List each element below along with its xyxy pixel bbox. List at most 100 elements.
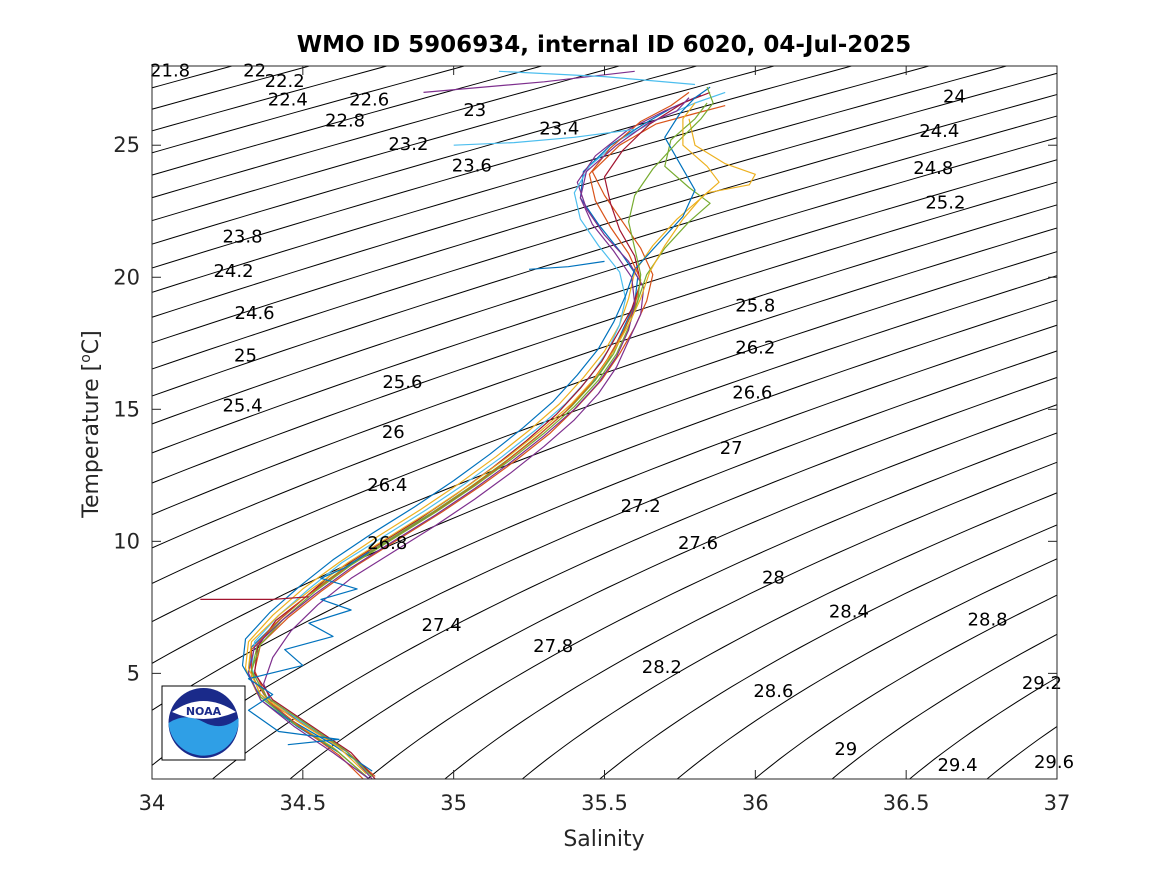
isopycnal-line <box>152 137 1057 425</box>
isopycnal-label: 24.4 <box>919 121 959 142</box>
profile-line <box>263 94 702 779</box>
isopycnal-label: 26.2 <box>735 338 775 359</box>
isopycnal-label: 26.4 <box>367 475 407 496</box>
y-tick-label: 20 <box>113 265 140 289</box>
isopycnal-label: 23.4 <box>539 118 579 139</box>
isopycnal-label: 26 <box>382 422 405 443</box>
isopycnal-label: 23.2 <box>388 134 428 155</box>
x-tick-label: 37 <box>1044 791 1071 815</box>
isopycnal-line <box>152 227 1057 549</box>
noaa-logo: NOAA <box>161 685 246 761</box>
isopycnal-line <box>152 66 1009 318</box>
isopycnal-line <box>152 324 1057 711</box>
isopycnal-label: 27 <box>720 438 743 459</box>
isopycnal-line <box>599 524 1057 779</box>
isopycnal-line <box>152 159 1057 454</box>
isopycnal-line <box>152 66 931 293</box>
axis-ticks: 34 34.5 35 35.5 36 36.5 37 5 10 15 20 25 <box>113 66 1070 815</box>
profile-line <box>498 70 696 86</box>
isopycnal-line <box>152 350 1057 766</box>
isopycnal-line <box>444 461 1057 779</box>
density-contours <box>0 40 1057 806</box>
profile-line <box>254 105 726 777</box>
profile-line <box>247 551 370 746</box>
profile-series <box>200 70 756 779</box>
y-axis-label-end: C] <box>79 330 104 354</box>
isopycnal-label: 24 <box>943 87 966 108</box>
isopycnal-label: 29 <box>834 739 857 760</box>
isopycnal-label: 27.8 <box>533 636 573 657</box>
chart-title: WMO ID 5906934, internal ID 6020, 04-Jul… <box>297 32 912 58</box>
isopycnal-line <box>152 251 1057 584</box>
isopycnal-label: 29.2 <box>1022 673 1062 694</box>
isopycnal-line <box>753 594 1057 779</box>
y-tick-label: 15 <box>113 397 140 421</box>
profile-line <box>200 596 309 601</box>
profile-line <box>250 86 714 777</box>
isopycnal-label: 25.8 <box>735 295 775 316</box>
isopycnal-label: 28 <box>762 567 785 588</box>
isopycnal-line <box>152 66 699 222</box>
x-tick-label: 35 <box>440 791 467 815</box>
isopycnal-label: 27.6 <box>678 533 718 554</box>
isopycnal-line <box>521 492 1057 779</box>
x-tick-label: 36.5 <box>883 791 930 815</box>
x-tick-label: 35.5 <box>581 791 628 815</box>
isopycnal-line <box>152 66 622 199</box>
profile-line <box>453 128 635 146</box>
isopycnal-label: 27.4 <box>422 615 462 636</box>
isopycnal-line <box>152 66 854 269</box>
isopycnal-line <box>152 72 1057 344</box>
profile-line <box>529 260 605 270</box>
isopycnal-label: 22 <box>243 60 266 81</box>
isopycnal-label: 22.8 <box>325 111 365 132</box>
isopycnal-line <box>152 299 1057 664</box>
isopycnal-label: 25 <box>234 346 257 367</box>
profile-line <box>254 91 711 779</box>
isopycnal-line <box>152 115 1057 397</box>
profile-line <box>244 118 756 775</box>
isopycnal-label: 28.8 <box>968 610 1008 631</box>
isopycnal-label: 26.6 <box>732 383 772 404</box>
plot-area <box>152 66 1057 779</box>
x-tick-label: 34.5 <box>279 791 326 815</box>
isopycnal-label: 28.2 <box>642 657 682 678</box>
isopycnal-label: 22.2 <box>265 71 305 92</box>
isopycnal-label: 26.8 <box>367 533 407 554</box>
isopycnal-label: 25.6 <box>382 372 422 393</box>
y-axis-label: Temperature [oC] <box>78 330 104 518</box>
isopycnal-label: 23.8 <box>222 227 262 248</box>
noaa-logo-text: NOAA <box>186 705 222 718</box>
isopycnal-label: 23 <box>463 100 486 121</box>
y-tick-label: 10 <box>113 529 140 553</box>
isopycnal-label: 21.8 <box>150 60 190 81</box>
isopycnal-label: 25.4 <box>222 396 262 417</box>
isopycnal-line <box>152 66 776 245</box>
isopycnal-label: 24.2 <box>213 261 253 282</box>
isopycnal-line <box>289 404 1057 779</box>
isopycnal-label: 25.2 <box>925 192 965 213</box>
profile-line <box>247 97 690 779</box>
isopycnal-label: 27.2 <box>621 496 661 517</box>
isopycnal-label: 29.4 <box>937 755 977 776</box>
isopycnal-label: 28.6 <box>753 681 793 702</box>
isopycnal-line <box>831 633 1057 779</box>
isopycnal-line <box>152 94 1057 370</box>
y-tick-label: 25 <box>113 133 140 157</box>
y-tick-label: 5 <box>127 661 140 685</box>
x-axis-label: Salinity <box>563 827 644 852</box>
isopycnal-line <box>0 40 20 806</box>
isopycnal-label: 22.6 <box>349 89 389 110</box>
isopycnal-line <box>152 204 1057 516</box>
profile-line <box>247 102 720 775</box>
isopycnal-label: 29.6 <box>1034 752 1074 773</box>
x-tick-label: 36 <box>742 791 769 815</box>
isopycnal-line <box>211 376 1057 779</box>
isopycnal-line <box>152 275 1057 623</box>
y-axis-label-main: Temperature [ <box>79 363 104 519</box>
isopycnal-label: 22.4 <box>268 89 308 110</box>
isopycnal-label: 23.6 <box>452 155 492 176</box>
